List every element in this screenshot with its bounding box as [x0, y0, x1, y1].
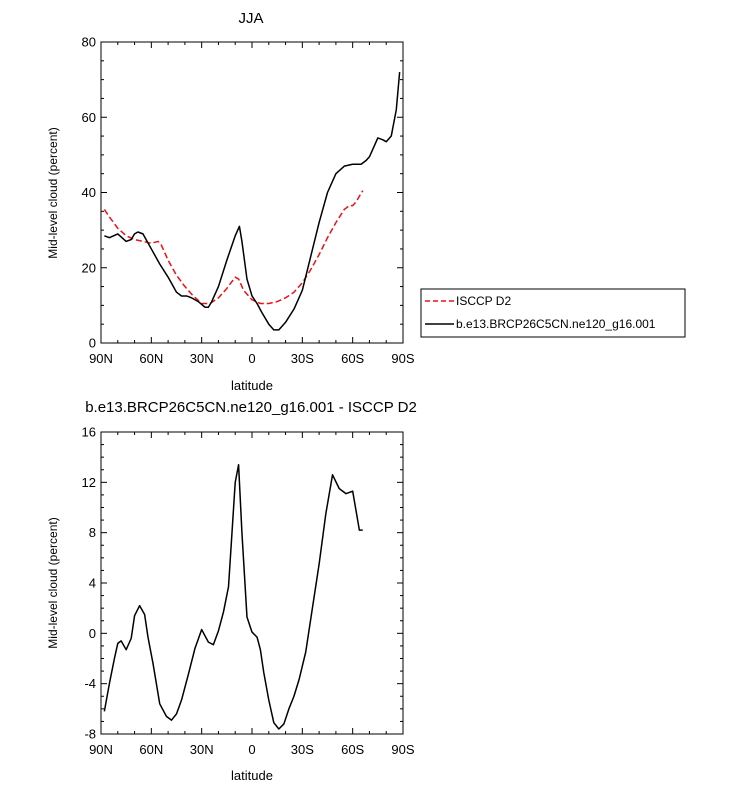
bottom-series-line-model: [103, 463, 363, 730]
bottom-panel: b.e13.BRCP26C5CN.ne120_g16.001 - ISCCP D…: [46, 399, 417, 783]
bottom-series-group: [103, 463, 363, 730]
top-y-tick-label: 60: [82, 110, 96, 125]
top-x-axis-label: latitude: [231, 378, 273, 393]
bottom-x-tick-label: 90S: [391, 742, 414, 757]
top-panel: JJA 90N 60N 30N 0 30S 60S 90S 0 20 40 60 80 latitu…: [46, 10, 415, 393]
bottom-x-tick-label: 90N: [89, 742, 113, 757]
bottom-y-axis: -8 -4 0 4 8 12 16: [82, 425, 403, 742]
top-x-tick-label: 90S: [391, 351, 414, 366]
top-y-axis: 0 20 40 60 80: [82, 35, 403, 351]
top-series-group: [103, 72, 401, 331]
bottom-y-tick-label: -4: [84, 676, 96, 691]
bottom-plot-frame: [100, 431, 404, 735]
top-x-tick-label: 30N: [190, 351, 214, 366]
bottom-x-axis: 90N 60N 30N 0 30S 60S 90S: [89, 432, 415, 757]
top-y-tick-label: 80: [82, 35, 96, 50]
top-series-line-model: [104, 72, 401, 331]
top-x-axis: 90N 60N 30N 0 30S 60S 90S: [89, 42, 415, 366]
bottom-x-tick-label: 30S: [291, 742, 314, 757]
top-x-tick-label: 60S: [341, 351, 364, 366]
top-x-tick-label: 60N: [139, 351, 163, 366]
top-y-tick-label: 0: [89, 336, 96, 351]
bottom-y-tick-label: 0: [89, 626, 96, 641]
legend-box: [420, 288, 686, 338]
bottom-x-axis-label: latitude: [231, 768, 273, 783]
top-x-tick-label: 0: [248, 351, 255, 366]
legend-label-model: b.e13.BRCP26C5CN.ne120_g16.001: [456, 317, 656, 331]
top-y-tick-label: 40: [82, 185, 96, 200]
bottom-y-tick-label: 12: [82, 475, 96, 490]
bottom-x-tick-label: 60S: [341, 742, 364, 757]
top-x-tick-label: 30S: [291, 351, 314, 366]
bottom-x-tick-label: 0: [248, 742, 255, 757]
top-y-axis-label: Mid-level cloud (percent): [46, 127, 60, 258]
bottom-y-tick-label: 8: [89, 525, 96, 540]
top-plot-frame: [100, 41, 404, 344]
bottom-x-tick-label: 60N: [139, 742, 163, 757]
bottom-y-tick-label: 4: [89, 576, 96, 591]
legend: ISCCP D2 b.e13.BRCP26C5CN.ne120_g16.001: [420, 288, 686, 338]
top-y-tick-label: 20: [82, 260, 96, 275]
top-x-tick-label: 90N: [89, 351, 113, 366]
bottom-chart-title: b.e13.BRCP26C5CN.ne120_g16.001 - ISCCP D…: [85, 399, 417, 416]
bottom-y-tick-label: -8: [84, 727, 96, 742]
bottom-y-axis-label: Mid-level cloud (percent): [46, 517, 60, 648]
bottom-x-tick-label: 30N: [190, 742, 214, 757]
top-series-line-obs: [103, 190, 364, 305]
legend-label-obs: ISCCP D2: [456, 294, 511, 308]
top-chart-title: JJA: [238, 10, 263, 27]
bottom-y-tick-label: 16: [82, 425, 96, 440]
